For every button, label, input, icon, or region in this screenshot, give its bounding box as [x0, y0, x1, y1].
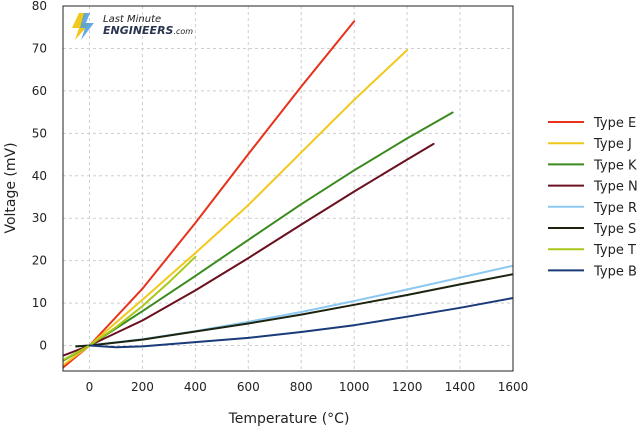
x-tick-label: 1000 [339, 380, 370, 394]
type-n-line [63, 142, 435, 357]
x-tick-label: 600 [237, 380, 260, 394]
y-tick-label: 50 [32, 126, 47, 140]
logo: Last Minute ENGINEERS.com [72, 13, 193, 40]
type-n-legend-label: Type N [593, 180, 638, 195]
y-tick-label: 80 [32, 0, 47, 13]
plot-frame [62, 5, 514, 372]
x-tick-label: 800 [290, 380, 313, 394]
y-tick-label: 30 [32, 211, 47, 225]
type-r-legend-label: Type R [593, 201, 637, 216]
type-k-legend-label: Type K [593, 158, 637, 173]
type-j-legend-label: Type J [593, 137, 632, 152]
type-e-line [63, 20, 356, 369]
tick-labels: 0 200 400 600 800 1000 1200 1400 1600 0 10 20 30 40 50… [32, 0, 529, 394]
type-b-legend-label: Type B [593, 264, 637, 279]
legend: Type E Type J Type K Type N Type R Type S Type… [548, 116, 638, 279]
x-tick-label: 1600 [498, 380, 529, 394]
type-s-line [75, 273, 513, 348]
y-tick-label: 40 [32, 169, 47, 183]
type-t-line [63, 255, 197, 361]
x-tick-label: 0 [86, 380, 94, 394]
type-b-line [88, 297, 513, 349]
logo-line1: Last Minute [103, 14, 161, 25]
y-tick-label: 0 [39, 339, 47, 353]
type-e-legend-label: Type E [593, 116, 636, 131]
y-tick-label: 10 [32, 296, 47, 310]
series-lines [63, 20, 513, 369]
lightning-icon [72, 13, 94, 40]
y-tick-label: 60 [32, 84, 47, 98]
type-s-legend-label: Type S [593, 222, 636, 237]
logo-brand: ENGINEERS [103, 24, 174, 37]
y-tick-label: 70 [32, 41, 47, 55]
x-axis-title: Temperature (°C) [228, 411, 350, 427]
logo-suffix: .com [173, 27, 193, 36]
y-tick-label: 20 [32, 254, 47, 268]
logo-line2: ENGINEERS.com [103, 24, 193, 37]
y-axis-title: Voltage (mV) [3, 142, 19, 233]
x-tick-label: 400 [184, 380, 207, 394]
type-j-line [63, 49, 409, 367]
x-tick-label: 1400 [445, 380, 476, 394]
type-t-legend-label: Type T [593, 243, 636, 258]
x-tick-label: 200 [131, 380, 154, 394]
x-tick-label: 1200 [392, 380, 423, 394]
